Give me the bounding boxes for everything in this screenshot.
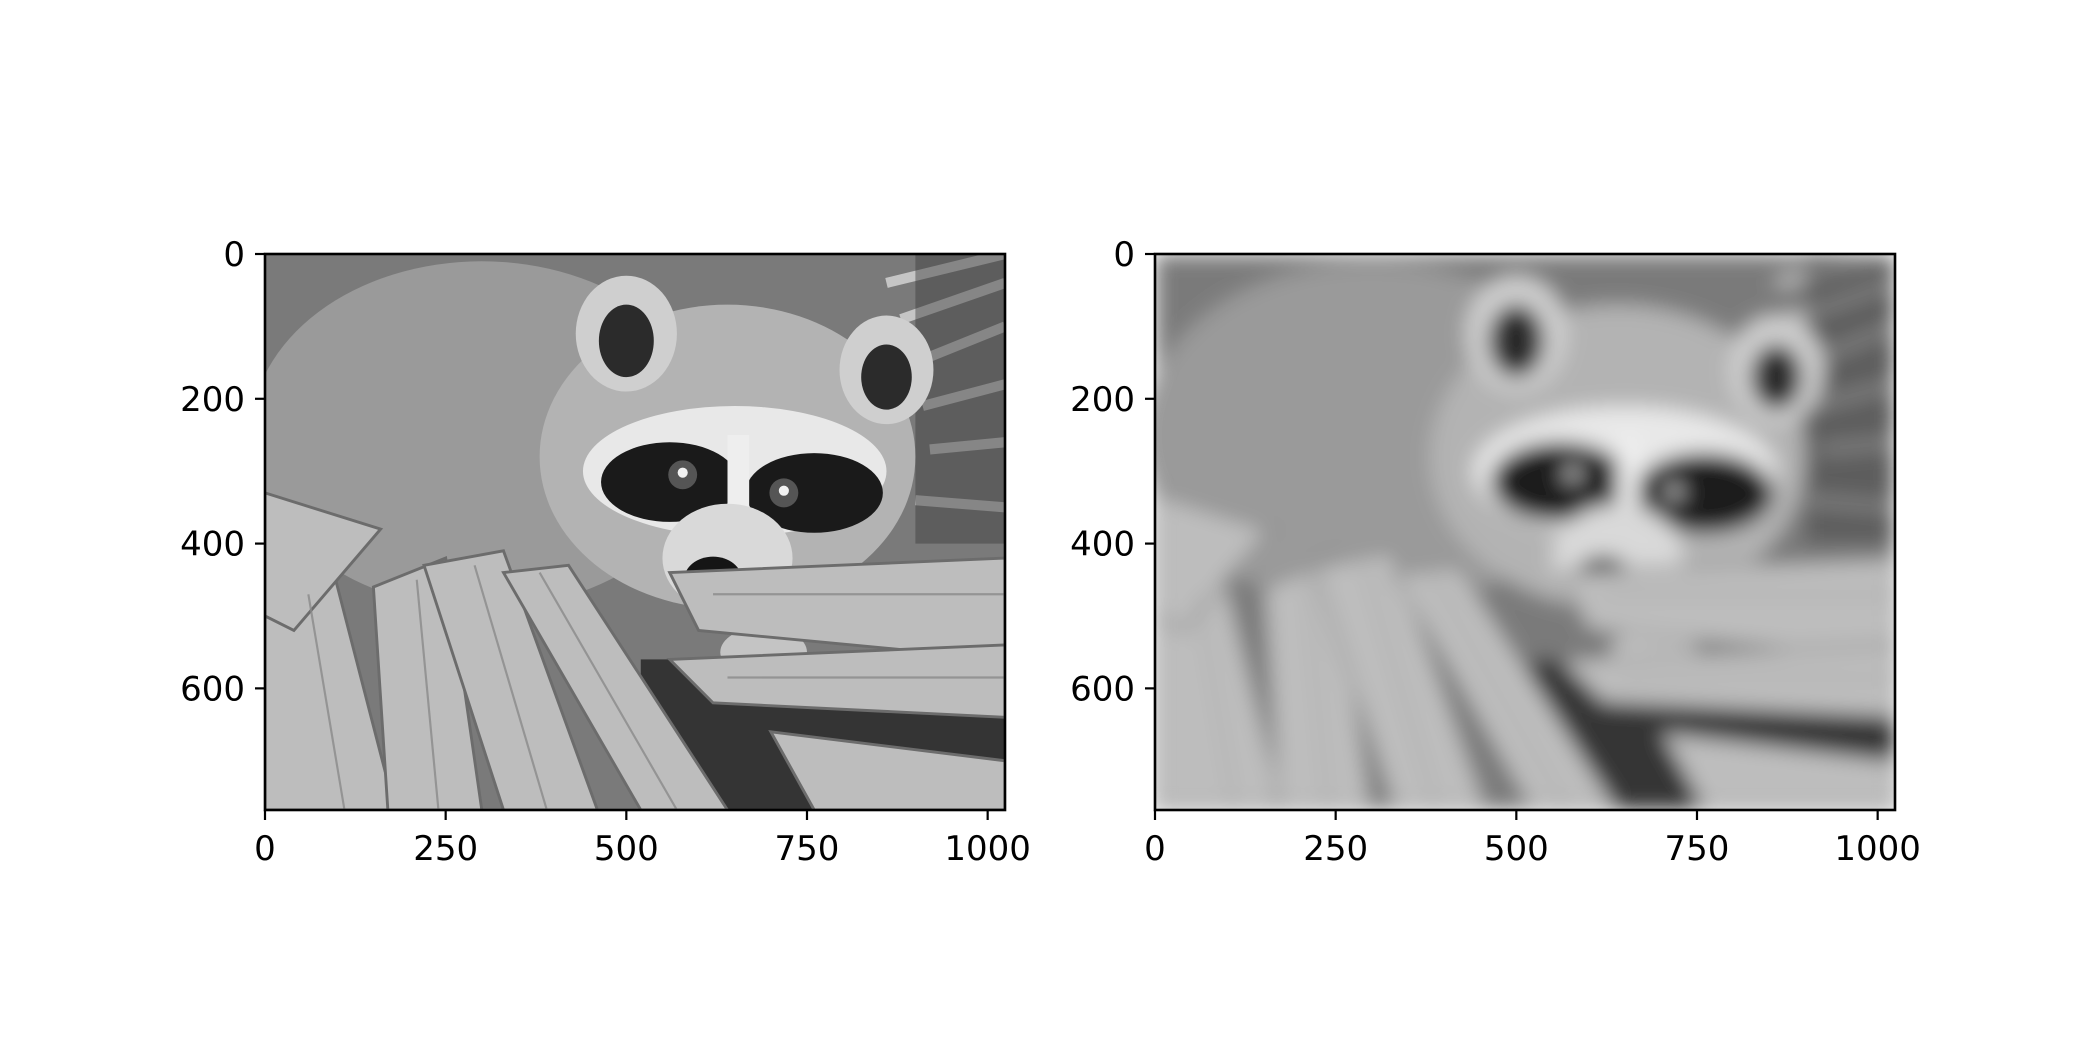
- x-tick-label: 250: [1303, 829, 1368, 869]
- x-tick-label: 750: [775, 829, 840, 869]
- x-tick-label: 500: [594, 829, 659, 869]
- image-blurred: [1141, 254, 1895, 810]
- x-tick-label: 500: [1484, 829, 1549, 869]
- y-tick-label: 600: [1070, 669, 1135, 709]
- axes-original-image: 0 250 500 750 1000 0 200 400 600: [180, 235, 1031, 869]
- x-tick-label: 0: [1144, 829, 1166, 869]
- y-tick-label: 400: [180, 525, 245, 565]
- x-tick-label: 750: [1665, 829, 1730, 869]
- axes-frame: [1153, 252, 1897, 812]
- y-tick-label: 600: [180, 669, 245, 709]
- y-tick-label: 0: [1113, 235, 1135, 275]
- y-tick-label: 0: [223, 235, 245, 275]
- x-tick-label: 1000: [1834, 829, 1921, 869]
- y-tick-label: 200: [180, 380, 245, 420]
- axes-blurred-image: 0 250 500 750 1000 0 200 400 600: [1070, 235, 1921, 869]
- y-tick-label: 200: [1070, 380, 1135, 420]
- y-ticks: 0 200 400 600: [1070, 235, 1155, 709]
- x-ticks: 0 250 500 750 1000: [1144, 810, 1921, 869]
- axes-frame: [263, 252, 1007, 812]
- x-tick-label: 250: [413, 829, 478, 869]
- x-tick-label: 0: [254, 829, 276, 869]
- y-ticks: 0 200 400 600: [180, 235, 265, 709]
- x-ticks: 0 250 500 750 1000: [254, 810, 1031, 869]
- image-original: [251, 254, 1005, 810]
- x-tick-label: 1000: [944, 829, 1031, 869]
- y-tick-label: 400: [1070, 525, 1135, 565]
